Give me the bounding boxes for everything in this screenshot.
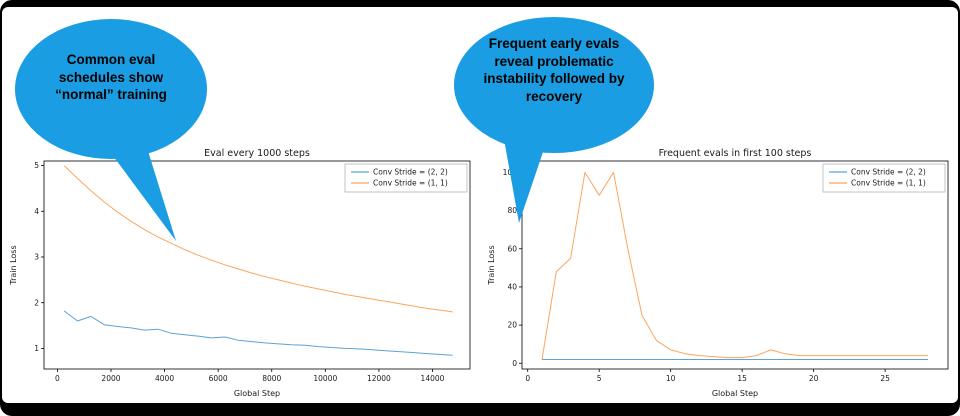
speech-bubble-left: Common eval schedules show “normal” trai… (8, 9, 208, 254)
x-tick-label: 12000 (367, 374, 391, 383)
x-axis-label: Global Step (234, 389, 280, 398)
y-tick-label: 3 (34, 253, 39, 262)
x-tick-label: 5 (597, 374, 602, 383)
x-tick-label: 6000 (209, 374, 228, 383)
x-tick-label: 14000 (421, 374, 445, 383)
x-tick-label: 15 (737, 374, 747, 383)
x-tick-label: 20 (809, 374, 819, 383)
y-axis-label: Train Loss (9, 245, 18, 285)
y-tick-label: 5 (34, 161, 39, 170)
x-tick-label: 0 (525, 374, 530, 383)
chart-frequent-evals-first-100-steps-svg: Frequent evals in first 100 steps 0 5 10 15 2… (487, 148, 949, 398)
legend-box (344, 163, 468, 193)
y-tick-label: 40 (507, 283, 517, 292)
x-tick-label: 25 (880, 374, 890, 383)
speech-bubble-right-ellipse (454, 17, 654, 153)
x-tick-label: 10 (666, 374, 676, 383)
x-tick-label: 8000 (262, 374, 281, 383)
chart-eval-every-1000-steps-svg: Eval every 1000 steps 0 2000 4000 6000 8000 10… (9, 148, 471, 398)
y-axis-label: Train Loss (487, 245, 496, 285)
plot-frame (43, 160, 471, 370)
series-line (541, 171, 928, 360)
x-tick-label: 0 (55, 374, 60, 383)
legend-label: Conv Stride = (1, 1) (373, 179, 448, 188)
plot-frame (521, 160, 949, 370)
speech-bubble-right: Frequent early evals reveal problematic … (446, 9, 661, 239)
speech-bubble-left-text: Common eval schedules show “normal” trai… (55, 52, 167, 103)
y-tick-label: 20 (507, 321, 517, 330)
y-tick-label: 0 (512, 359, 517, 368)
x-axis-label: Global Step (712, 389, 758, 398)
y-tick-label: 1 (34, 344, 39, 353)
legend-label: Conv Stride = (1, 1) (851, 179, 926, 188)
chart-title: Eval every 1000 steps (204, 148, 310, 159)
x-tick-label: 10000 (313, 374, 337, 383)
speech-bubble-left-shape (15, 19, 207, 241)
speech-bubble-right-shape (454, 17, 654, 223)
chart-frequent-evals-first-100-steps: Frequent evals in first 100 steps 0 5 10 15 2… (484, 145, 954, 403)
chart-title: Frequent evals in first 100 steps (659, 148, 812, 159)
x-tick-label: 4000 (155, 374, 174, 383)
series-line (63, 310, 453, 356)
y-tick-label: 4 (34, 207, 39, 216)
x-tick-label: 2000 (101, 374, 120, 383)
y-tick-label: 60 (507, 244, 517, 253)
y-tick-label: 80 (507, 206, 517, 215)
speech-bubble-left-tail (108, 149, 176, 241)
speech-bubble-left-ellipse (15, 19, 207, 159)
legend-box (822, 163, 946, 193)
legend-label: Conv Stride = (2, 2) (851, 168, 926, 177)
slide: Common eval schedules show “normal” trai… (2, 7, 958, 403)
y-tick-label: 2 (34, 298, 39, 307)
legend-label: Conv Stride = (2, 2) (373, 168, 448, 177)
speech-bubble-right-tail (504, 139, 544, 223)
speech-bubble-right-text: Frequent early evals reveal problematic … (483, 36, 625, 104)
chart-eval-every-1000-steps: Eval every 1000 steps 0 2000 4000 6000 8000 10… (6, 145, 476, 403)
series-line (63, 165, 453, 313)
y-tick-label: 100 (503, 168, 518, 177)
